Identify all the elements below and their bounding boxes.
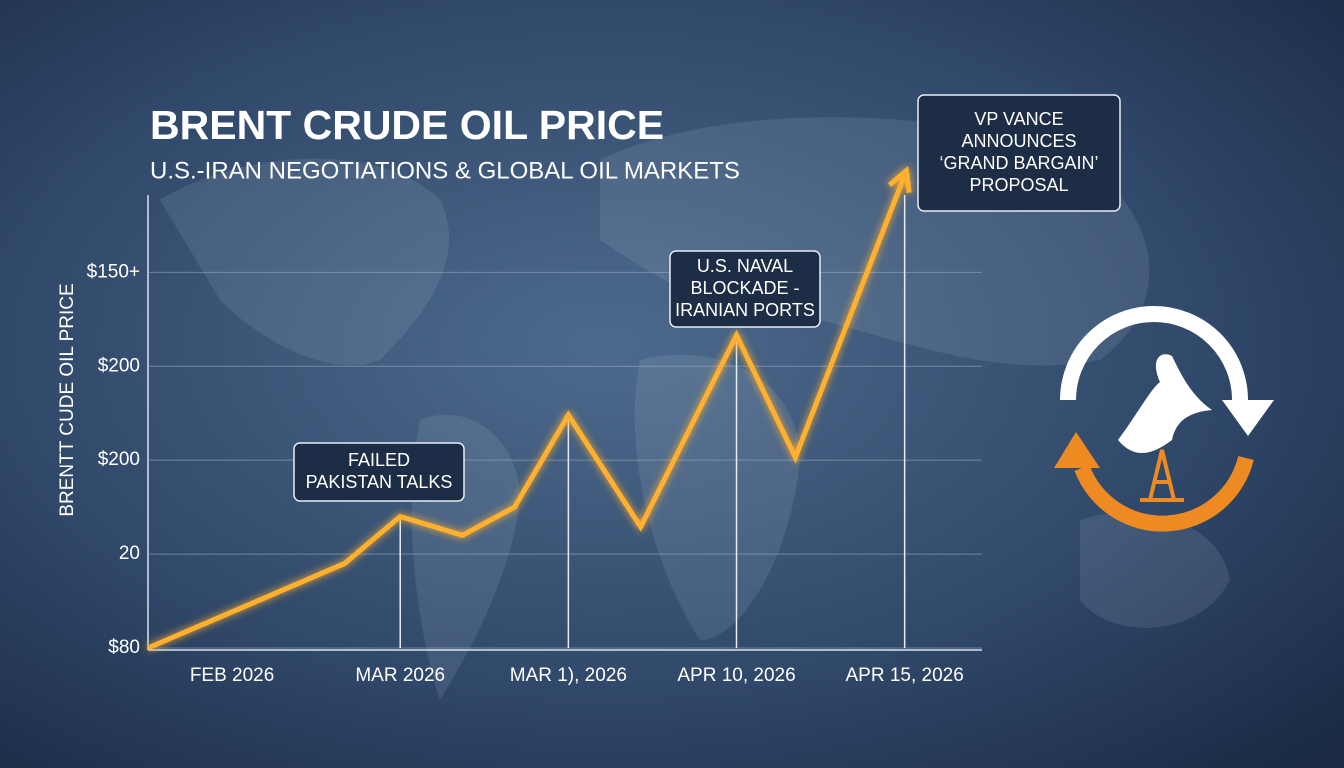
- annotation-text: FAILED: [348, 450, 410, 470]
- annotation-box: [669, 250, 821, 328]
- arrow-head: [887, 166, 912, 194]
- y-tick-label: $80: [108, 637, 140, 658]
- annotation-text: U.S. NAVAL: [697, 256, 793, 276]
- annotation-text: VP VANCE: [974, 109, 1063, 129]
- y-tick-label: 20: [119, 543, 140, 564]
- annotation-text: ‘GRAND BARGAIN’: [939, 153, 1098, 173]
- annotation-text: IRANIAN PORTS: [675, 300, 815, 320]
- annotation-text: BLOCKADE -: [690, 278, 799, 298]
- x-tick-label: FEB 2026: [190, 665, 275, 686]
- y-tick-label: $200: [98, 355, 140, 376]
- annotation-text: PROPOSAL: [969, 175, 1068, 195]
- annotation-text: PAKISTAN TALKS: [306, 472, 453, 492]
- x-tick-label: MAR 1), 2026: [510, 665, 627, 686]
- y-tick-label: $150+: [87, 261, 140, 282]
- line: [147, 169, 909, 651]
- peace-icon: [1054, 306, 1274, 532]
- y-axis-label: BRENTT CUDE OIL PRICE: [57, 283, 78, 516]
- annotation-text: ANNOUNCES: [961, 131, 1076, 151]
- annotation-box: [293, 442, 465, 502]
- x-tick-label: APR 10, 2026: [677, 665, 795, 686]
- annotation-box: [917, 94, 1121, 212]
- series-line: [147, 166, 912, 651]
- x-tick-label: MAR 2026: [355, 665, 445, 686]
- chart-title: BRENT CRUDE OIL PRICE: [150, 102, 664, 148]
- x-tick-label: APR 15, 2026: [845, 665, 963, 686]
- chart-subtitle: U.S.-IRAN NEGOTIATIONS & GLOBAL OIL MARK…: [150, 157, 740, 184]
- y-tick-label: $200: [98, 449, 140, 470]
